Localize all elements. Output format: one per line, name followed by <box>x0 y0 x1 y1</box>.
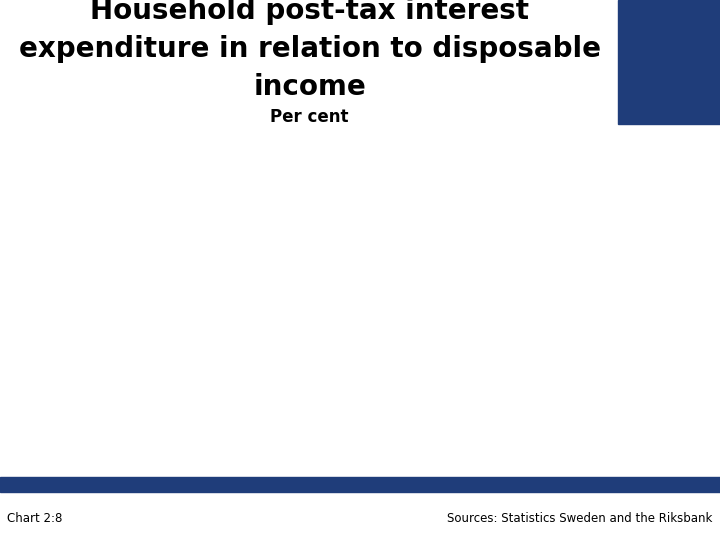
Bar <box>618 0 720 124</box>
Text: Chart 2:8: Chart 2:8 <box>7 512 63 525</box>
Text: Sources: Statistics Sweden and the Riksbank: Sources: Statistics Sweden and the Riksb… <box>447 512 713 525</box>
Text: Household post-tax interest: Household post-tax interest <box>90 0 529 25</box>
Bar <box>0 477 720 492</box>
Text: income: income <box>253 73 366 101</box>
Text: expenditure in relation to disposable: expenditure in relation to disposable <box>19 35 600 63</box>
Text: Per cent: Per cent <box>270 108 349 126</box>
